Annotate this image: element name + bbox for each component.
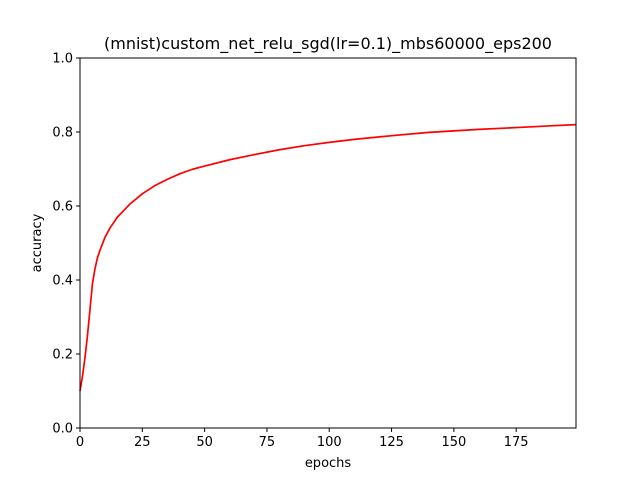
x-tick-label: 25 <box>134 435 151 450</box>
x-tick-label: 0 <box>76 435 84 450</box>
y-tick-label: 0.0 <box>52 422 73 437</box>
y-axis: 0.0 0.2 0.4 0.6 0.8 1.0 <box>52 52 80 437</box>
x-tick-label: 50 <box>196 435 213 450</box>
accuracy-line <box>79 123 577 392</box>
plot-background <box>80 58 576 428</box>
plot-frame <box>79 57 577 429</box>
series-layer <box>79 123 577 392</box>
y-tick-label: 0.6 <box>52 200 73 215</box>
x-axis-label: epochs <box>305 456 352 471</box>
y-tick-label: 0.2 <box>52 348 73 363</box>
chart-title: (mnist)custom_net_relu_sgd(lr=0.1)_mbs60… <box>104 34 552 54</box>
x-tick-label: 175 <box>504 435 529 450</box>
x-tick-label: 125 <box>379 435 404 450</box>
x-tick-label: 75 <box>259 435 276 450</box>
y-tick-label: 0.8 <box>52 126 73 141</box>
x-tick-label: 150 <box>441 435 466 450</box>
plot-area <box>80 58 576 428</box>
y-axis-label: accuracy <box>30 213 45 272</box>
y-tick-label: 0.4 <box>52 274 73 289</box>
x-axis: 0 25 50 75 100 125 150 175 <box>76 428 529 450</box>
x-tick-label: 100 <box>317 435 342 450</box>
y-tick-label: 1.0 <box>52 52 73 67</box>
